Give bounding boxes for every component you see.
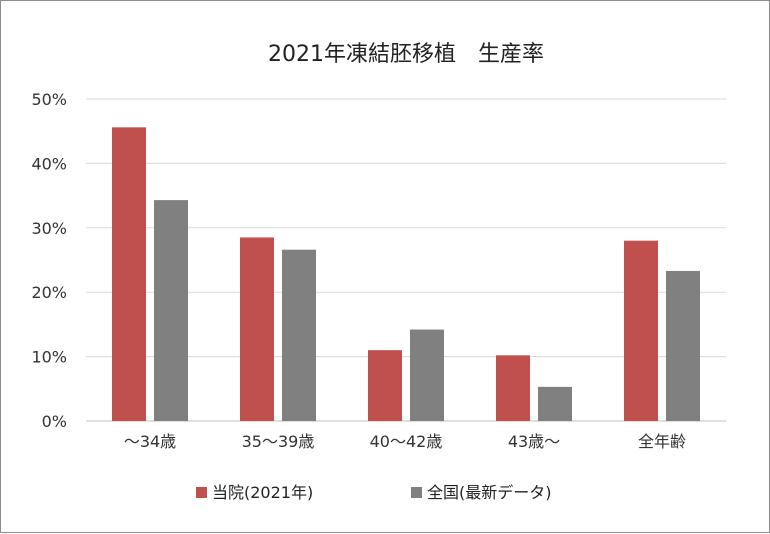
- x-tick-label: 43歳～: [508, 432, 560, 451]
- x-tick-label: 35～39歳: [242, 432, 315, 451]
- y-tick-label: 30%: [31, 219, 67, 238]
- y-axis-ticks: 0% 10% 20% 30% 40% 50%: [31, 90, 67, 431]
- bar-national-4: [666, 270, 700, 421]
- x-tick-label: 40～42歳: [370, 432, 443, 451]
- bar-national-3: [538, 386, 572, 421]
- bar-national-2: [410, 329, 444, 421]
- legend-label: 当院(2021年): [212, 483, 313, 502]
- legend-swatch: [196, 487, 207, 498]
- x-tick-label: 全年齢: [638, 432, 686, 451]
- legend: 当院(2021年) 全国(最新データ): [196, 483, 552, 502]
- bar-clinic-4: [624, 240, 658, 421]
- bar-clinic-1: [240, 237, 274, 421]
- x-tick-label: ～34歳: [124, 432, 176, 451]
- legend-label: 全国(最新データ): [427, 483, 552, 502]
- bars: [112, 127, 700, 421]
- y-tick-label: 10%: [31, 348, 67, 367]
- gridlines: [86, 98, 726, 422]
- chart-title: 2021年凍結胚移植 生産率: [268, 42, 544, 67]
- y-tick-label: 20%: [31, 283, 67, 302]
- y-tick-label: 40%: [31, 154, 67, 173]
- x-axis-ticks: ～34歳 35～39歳 40～42歳 43歳～ 全年齢: [124, 432, 686, 451]
- y-tick-label: 50%: [31, 90, 67, 109]
- bar-national-0: [154, 200, 188, 421]
- bar-clinic-0: [112, 127, 146, 421]
- bar-clinic-2: [368, 350, 402, 421]
- bar-clinic-3: [496, 355, 530, 421]
- legend-swatch: [411, 487, 422, 498]
- bar-national-1: [282, 249, 316, 421]
- y-tick-label: 0%: [42, 412, 67, 431]
